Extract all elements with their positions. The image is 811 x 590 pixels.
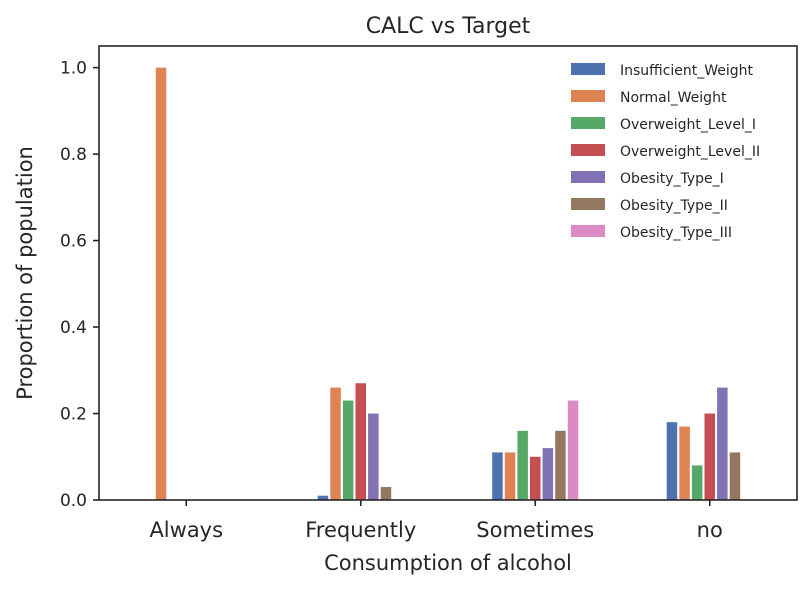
legend-label: Obesity_Type_I: [620, 171, 724, 187]
bar-normal-weight-sometimes: [504, 452, 516, 500]
x-tick-label: Always: [149, 518, 223, 542]
bar-overweight-level-i-sometimes: [517, 430, 528, 500]
x-axis-ticks: Always Frequently Sometimes no: [149, 500, 723, 542]
bar-overweight-level-ii-sometimes: [530, 456, 541, 500]
bar-obesity-type-i-sometimes: [542, 448, 554, 500]
y-tick-label: 0.4: [60, 318, 87, 338]
bars-layer: [155, 67, 741, 501]
bar-normal-weight-always: [155, 67, 167, 501]
bar-obesity-type-iii-sometimes: [567, 400, 579, 500]
bar-normal-weight-no: [679, 426, 690, 500]
bar-insufficient-weight-no: [666, 422, 678, 500]
legend-swatch: [571, 198, 605, 210]
legend-label: Obesity_Type_III: [620, 225, 732, 241]
y-axis-label: Proportion of population: [13, 146, 37, 400]
bar-insufficient-weight-sometimes: [492, 452, 503, 500]
x-tick-label: Sometimes: [476, 518, 594, 542]
bar-overweight-level-ii-no: [704, 413, 715, 500]
bar-normal-weight-frequently: [330, 387, 341, 500]
y-tick-label: 0.2: [60, 405, 87, 425]
bar-overweight-level-i-no: [691, 465, 703, 500]
legend-label: Insufficient_Weight: [620, 63, 754, 79]
legend-swatch: [571, 90, 605, 102]
bar-insufficient-weight-frequently: [317, 495, 329, 500]
chart-title: CALC vs Target: [366, 14, 531, 39]
y-tick-label: 0.8: [60, 145, 87, 165]
plot-frame: [98, 45, 798, 501]
legend-swatch: [571, 144, 605, 156]
bar-overweight-level-ii-frequently: [355, 383, 366, 500]
y-tick-label: 1.0: [60, 59, 87, 79]
bar-obesity-type-i-frequently: [368, 413, 379, 500]
bar-obesity-type-ii-frequently: [380, 487, 392, 500]
x-axis-label: Consumption of alcohol: [324, 551, 572, 575]
legend-swatch: [571, 225, 605, 237]
x-tick-label: Frequently: [305, 518, 416, 542]
bar-obesity-type-i-no: [717, 387, 728, 500]
legend-label: Normal_Weight: [620, 90, 727, 106]
legend-swatch: [571, 117, 605, 129]
legend-label: Overweight_Level_II: [620, 144, 760, 160]
legend-swatch: [571, 171, 605, 183]
bar-overweight-level-i-frequently: [342, 400, 354, 500]
y-axis-ticks: 0.0 0.2 0.4 0.6 0.8 1.0: [60, 59, 99, 511]
bar-obesity-type-ii-sometimes: [555, 430, 566, 500]
legend: Insufficient_Weight Normal_Weight Overweig…: [571, 63, 760, 241]
legend-label: Obesity_Type_II: [620, 198, 728, 214]
legend-swatch: [571, 63, 605, 75]
legend-label: Overweight_Level_I: [620, 117, 756, 133]
y-tick-label: 0.0: [60, 491, 87, 511]
bar-obesity-type-ii-no: [729, 452, 741, 500]
x-tick-label: no: [697, 518, 723, 542]
y-tick-label: 0.6: [60, 232, 87, 252]
